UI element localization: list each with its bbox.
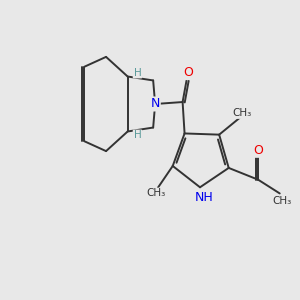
Text: NH: NH — [195, 190, 213, 204]
Text: H: H — [134, 68, 141, 78]
Text: CH₃: CH₃ — [146, 188, 166, 198]
Text: N: N — [150, 98, 160, 110]
Text: H: H — [134, 130, 141, 140]
Text: CH₃: CH₃ — [272, 196, 291, 206]
Text: CH₃: CH₃ — [232, 108, 251, 118]
Text: O: O — [184, 66, 194, 79]
Text: O: O — [253, 144, 263, 157]
